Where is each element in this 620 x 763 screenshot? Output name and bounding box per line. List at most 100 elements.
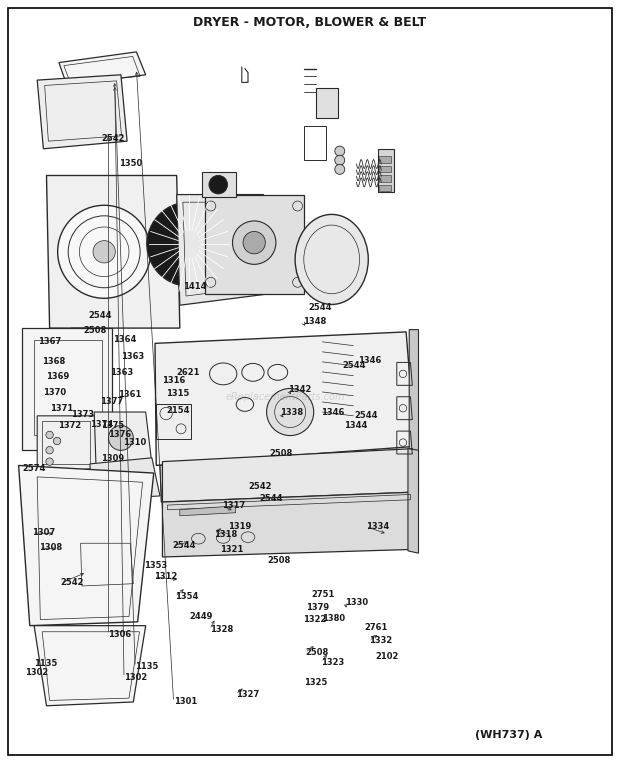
Text: 1135: 1135 <box>34 658 58 668</box>
Polygon shape <box>177 195 270 305</box>
Text: 1310: 1310 <box>123 438 146 447</box>
Circle shape <box>232 221 276 264</box>
Text: 1344: 1344 <box>344 421 368 430</box>
Circle shape <box>46 446 53 454</box>
Text: 1309: 1309 <box>101 454 124 463</box>
Circle shape <box>267 388 314 436</box>
Text: 2621: 2621 <box>177 368 200 377</box>
Circle shape <box>243 231 265 254</box>
Circle shape <box>335 155 345 166</box>
Text: 1375: 1375 <box>101 421 124 430</box>
Text: 2751: 2751 <box>312 590 335 599</box>
Text: 1348: 1348 <box>303 317 326 327</box>
Text: 1325: 1325 <box>304 678 327 687</box>
Polygon shape <box>90 458 160 500</box>
Text: 2542: 2542 <box>61 578 84 588</box>
Text: 1302: 1302 <box>25 668 48 678</box>
Polygon shape <box>378 149 394 192</box>
Text: 1321: 1321 <box>220 545 244 554</box>
Text: 2761: 2761 <box>365 623 388 632</box>
Polygon shape <box>46 175 180 328</box>
Text: 1316: 1316 <box>162 376 186 385</box>
Text: eReplacementParts.com: eReplacementParts.com <box>226 391 345 402</box>
Polygon shape <box>408 449 419 553</box>
Polygon shape <box>22 328 112 450</box>
Text: 2154: 2154 <box>166 406 190 415</box>
Text: 2508: 2508 <box>270 449 293 459</box>
Text: 1363: 1363 <box>122 352 145 361</box>
Text: 1367: 1367 <box>38 337 61 346</box>
Text: 1346: 1346 <box>321 408 344 417</box>
Circle shape <box>93 240 115 263</box>
Bar <box>379 166 391 172</box>
Text: 1373: 1373 <box>71 410 94 419</box>
Text: 1323: 1323 <box>321 658 345 667</box>
Polygon shape <box>180 506 236 516</box>
Circle shape <box>209 175 228 194</box>
Polygon shape <box>316 88 338 118</box>
Ellipse shape <box>295 214 368 304</box>
Polygon shape <box>59 52 146 85</box>
Text: 1338: 1338 <box>280 408 303 417</box>
Text: 1302: 1302 <box>124 673 148 682</box>
Polygon shape <box>202 172 236 197</box>
Text: 2544: 2544 <box>309 303 332 312</box>
Circle shape <box>46 458 53 465</box>
Text: 1334: 1334 <box>366 522 389 531</box>
Polygon shape <box>94 412 152 469</box>
Text: 2542: 2542 <box>248 482 272 491</box>
Text: 1317: 1317 <box>222 501 245 510</box>
Text: 1346: 1346 <box>358 356 382 365</box>
Text: (WH737) A: (WH737) A <box>475 730 542 740</box>
Text: 2544: 2544 <box>259 494 283 503</box>
Circle shape <box>58 205 151 298</box>
Bar <box>379 175 391 182</box>
Text: 2508: 2508 <box>305 648 329 657</box>
Text: 1135: 1135 <box>135 662 159 671</box>
Text: 1353: 1353 <box>144 561 167 570</box>
Text: 1376: 1376 <box>108 430 131 439</box>
Text: 1342: 1342 <box>288 385 311 394</box>
Text: 2102: 2102 <box>375 652 399 661</box>
Text: 1328: 1328 <box>210 625 233 634</box>
Text: 1363: 1363 <box>110 368 134 377</box>
Text: 1312: 1312 <box>154 572 177 581</box>
Text: 1379: 1379 <box>306 603 329 612</box>
Text: 1364: 1364 <box>113 335 136 344</box>
Text: 2449: 2449 <box>189 612 213 621</box>
Text: 1332: 1332 <box>369 636 392 645</box>
Text: 1377: 1377 <box>100 397 123 406</box>
Polygon shape <box>34 626 146 706</box>
Circle shape <box>335 164 345 175</box>
Polygon shape <box>37 416 133 473</box>
Text: 1361: 1361 <box>118 390 141 399</box>
Text: 1306: 1306 <box>108 630 131 639</box>
Text: 2508: 2508 <box>268 555 291 565</box>
Circle shape <box>179 234 199 254</box>
Polygon shape <box>409 330 419 492</box>
Text: 1414: 1414 <box>183 282 206 291</box>
Polygon shape <box>162 449 414 502</box>
Polygon shape <box>160 450 415 502</box>
Polygon shape <box>162 492 414 557</box>
Circle shape <box>147 202 231 286</box>
Circle shape <box>108 426 133 450</box>
Text: 2542: 2542 <box>102 134 125 143</box>
Text: 1322: 1322 <box>303 615 326 624</box>
Text: 1319: 1319 <box>228 522 252 531</box>
Text: 1308: 1308 <box>39 543 62 552</box>
Text: 1380: 1380 <box>322 613 345 623</box>
Text: 1301: 1301 <box>174 697 197 707</box>
Polygon shape <box>19 465 154 626</box>
Text: 1371: 1371 <box>50 404 73 414</box>
Polygon shape <box>205 195 304 294</box>
Text: 2544: 2544 <box>342 361 366 370</box>
Text: 1315: 1315 <box>166 389 190 398</box>
Bar <box>379 185 391 191</box>
Text: 2544: 2544 <box>172 541 196 550</box>
Text: 1370: 1370 <box>43 388 66 397</box>
Text: 1307: 1307 <box>32 528 55 537</box>
Text: 1372: 1372 <box>58 421 82 430</box>
Bar <box>379 156 391 163</box>
Text: 1318: 1318 <box>215 530 237 539</box>
